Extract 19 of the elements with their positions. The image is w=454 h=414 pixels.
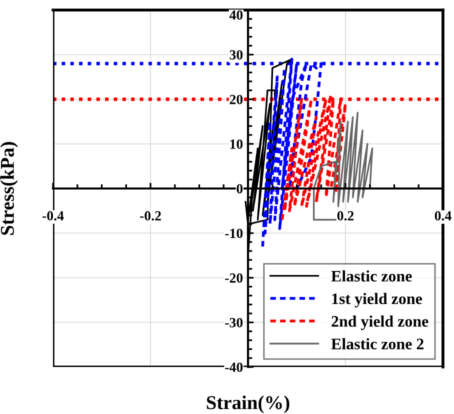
- y-tick-label: 10: [230, 139, 243, 149]
- y-axis-title: Stress(kPa): [0, 142, 18, 235]
- x-axis-title: Strain(%): [206, 396, 290, 414]
- y-tick-label: 20: [230, 94, 243, 104]
- x-tick-label: 0.2: [337, 211, 354, 221]
- y-tick-label: 40: [229, 10, 243, 20]
- y-tick-label: -40: [225, 362, 243, 372]
- legend-label: 2nd yield zone: [332, 316, 428, 330]
- y-tick-label: -30: [225, 318, 243, 328]
- y-tick-label: -10: [225, 228, 243, 238]
- x-tick-label: -0.4: [42, 211, 64, 221]
- legend-label: Elastic zone 2: [331, 338, 424, 350]
- x-tick-label: -0.2: [140, 211, 161, 221]
- x-tick-label: 0.4: [434, 211, 452, 221]
- legend-label: 1st yield zone: [332, 292, 422, 308]
- y-tick-label: 30: [230, 50, 243, 60]
- legend-label: Elastic zone: [331, 270, 412, 282]
- y-tick-label: -20: [225, 273, 243, 283]
- y-tick-label: 0: [236, 184, 243, 194]
